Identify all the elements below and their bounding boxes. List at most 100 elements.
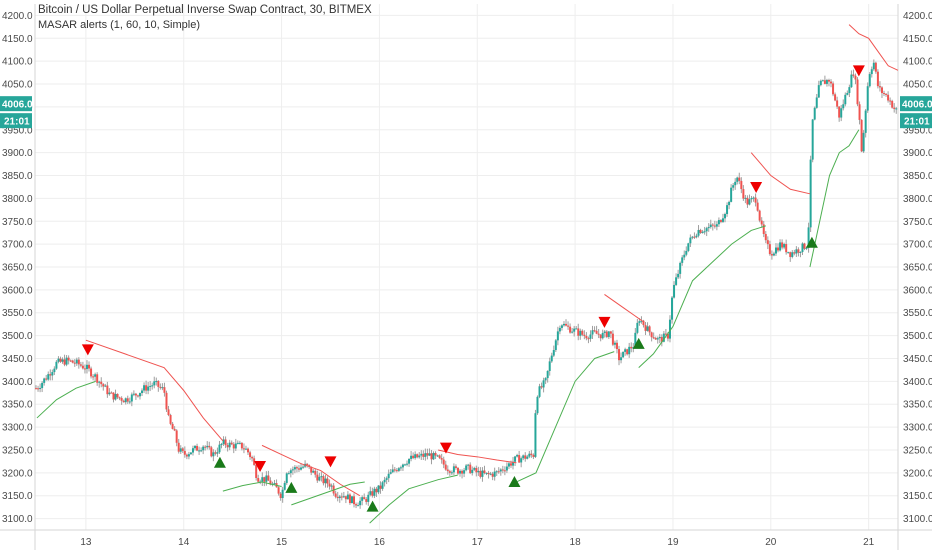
sell-signal-marker (439, 442, 452, 454)
y-tick-label-left: 3550.0 (2, 308, 33, 319)
candle-body (691, 236, 694, 238)
candle-body (740, 180, 743, 190)
candle-body (399, 467, 402, 469)
candle-body (887, 94, 890, 101)
candle-body (554, 340, 557, 351)
y-tick-label-right: 3300.0 (903, 423, 932, 434)
candle-body (713, 225, 716, 227)
candle-body (536, 396, 539, 414)
candle-body (862, 132, 865, 152)
upper-band-line (85, 339, 224, 442)
candle-body (477, 470, 480, 473)
candle-body (379, 485, 382, 489)
candle-body (624, 349, 627, 352)
buy-signal-marker (632, 337, 645, 349)
candle-body (165, 392, 168, 410)
candle-body (389, 472, 392, 474)
candle-body (679, 262, 682, 274)
candle-body (609, 331, 612, 334)
candle-body (593, 330, 596, 332)
candle-body (297, 468, 300, 470)
x-tick-label: 18 (570, 537, 582, 548)
candle-body (77, 359, 80, 365)
y-tick-label-right: 4150.0 (903, 34, 932, 45)
candle-body (234, 443, 237, 449)
candle-body (719, 220, 722, 222)
candle-body (569, 326, 572, 333)
candle-body (516, 455, 519, 457)
candle-body (134, 393, 137, 396)
candle-body (375, 488, 378, 493)
candle-body (636, 322, 639, 333)
candle-body (63, 359, 66, 365)
candle-body (581, 330, 584, 335)
lower-band-line (222, 481, 282, 492)
y-tick-label-left: 4150.0 (2, 34, 33, 45)
candle-body (65, 357, 68, 365)
candle-body (860, 119, 863, 152)
candle-body (752, 197, 755, 199)
x-tick-label: 13 (80, 537, 92, 548)
y-tick-label-left: 3350.0 (2, 400, 33, 411)
candle-body (742, 189, 745, 199)
candle-body (721, 218, 724, 222)
candle-body (267, 475, 270, 481)
candle-body (795, 249, 798, 254)
candle-body (701, 231, 704, 233)
candle-body (558, 327, 561, 332)
candle-body (530, 453, 533, 455)
candle-body (81, 365, 84, 369)
y-tick-label-right: 3700.0 (903, 240, 932, 251)
candle-body (181, 448, 184, 451)
candle-body (326, 478, 329, 484)
candle-body (414, 454, 417, 459)
candle-body (783, 244, 786, 248)
candle-body (128, 401, 131, 403)
candle-body (179, 448, 182, 452)
candle-body (611, 333, 614, 345)
candle-body (821, 80, 824, 82)
candle-body (112, 392, 115, 400)
candle-body (204, 446, 207, 448)
candle-body (214, 452, 217, 454)
candle-body (348, 494, 351, 504)
candle-body (870, 69, 873, 75)
candle-body (454, 466, 457, 468)
candle-body (634, 332, 637, 348)
candle-body (47, 374, 50, 380)
y-tick-label-right: 3500.0 (903, 331, 932, 342)
candle-body (866, 86, 869, 111)
candle-body (312, 470, 315, 473)
candle-body (167, 409, 170, 416)
candle-body (194, 445, 197, 449)
candle-body (55, 361, 58, 369)
candle-body (689, 237, 692, 244)
candle-body (878, 86, 881, 88)
candle-body (785, 244, 788, 253)
buy-signal-marker (285, 481, 298, 493)
candle-body (289, 470, 292, 474)
candle-body (355, 504, 358, 506)
y-tick-label-left: 3850.0 (2, 171, 33, 182)
candle-body (646, 326, 649, 331)
y-tick-label-right: 3950.0 (903, 125, 932, 136)
candle-body (446, 469, 449, 472)
candle-body (161, 387, 164, 389)
candle-body (834, 94, 837, 101)
candle-body (850, 74, 853, 88)
candles (35, 59, 898, 509)
y-tick-label-right: 3250.0 (903, 445, 932, 456)
y-tick-label-left: 3200.0 (2, 468, 33, 479)
candle-body (538, 386, 541, 397)
candle-body (153, 381, 156, 386)
candle-body (442, 459, 445, 465)
y-tick-label-right: 3400.0 (903, 377, 932, 388)
candle-body (683, 254, 686, 258)
candle-body (668, 319, 671, 339)
candle-body (110, 392, 113, 394)
y-tick-label-left: 3400.0 (2, 377, 33, 388)
x-tick-label: 20 (765, 537, 777, 548)
candle-body (218, 444, 221, 453)
candle-body (579, 330, 582, 336)
